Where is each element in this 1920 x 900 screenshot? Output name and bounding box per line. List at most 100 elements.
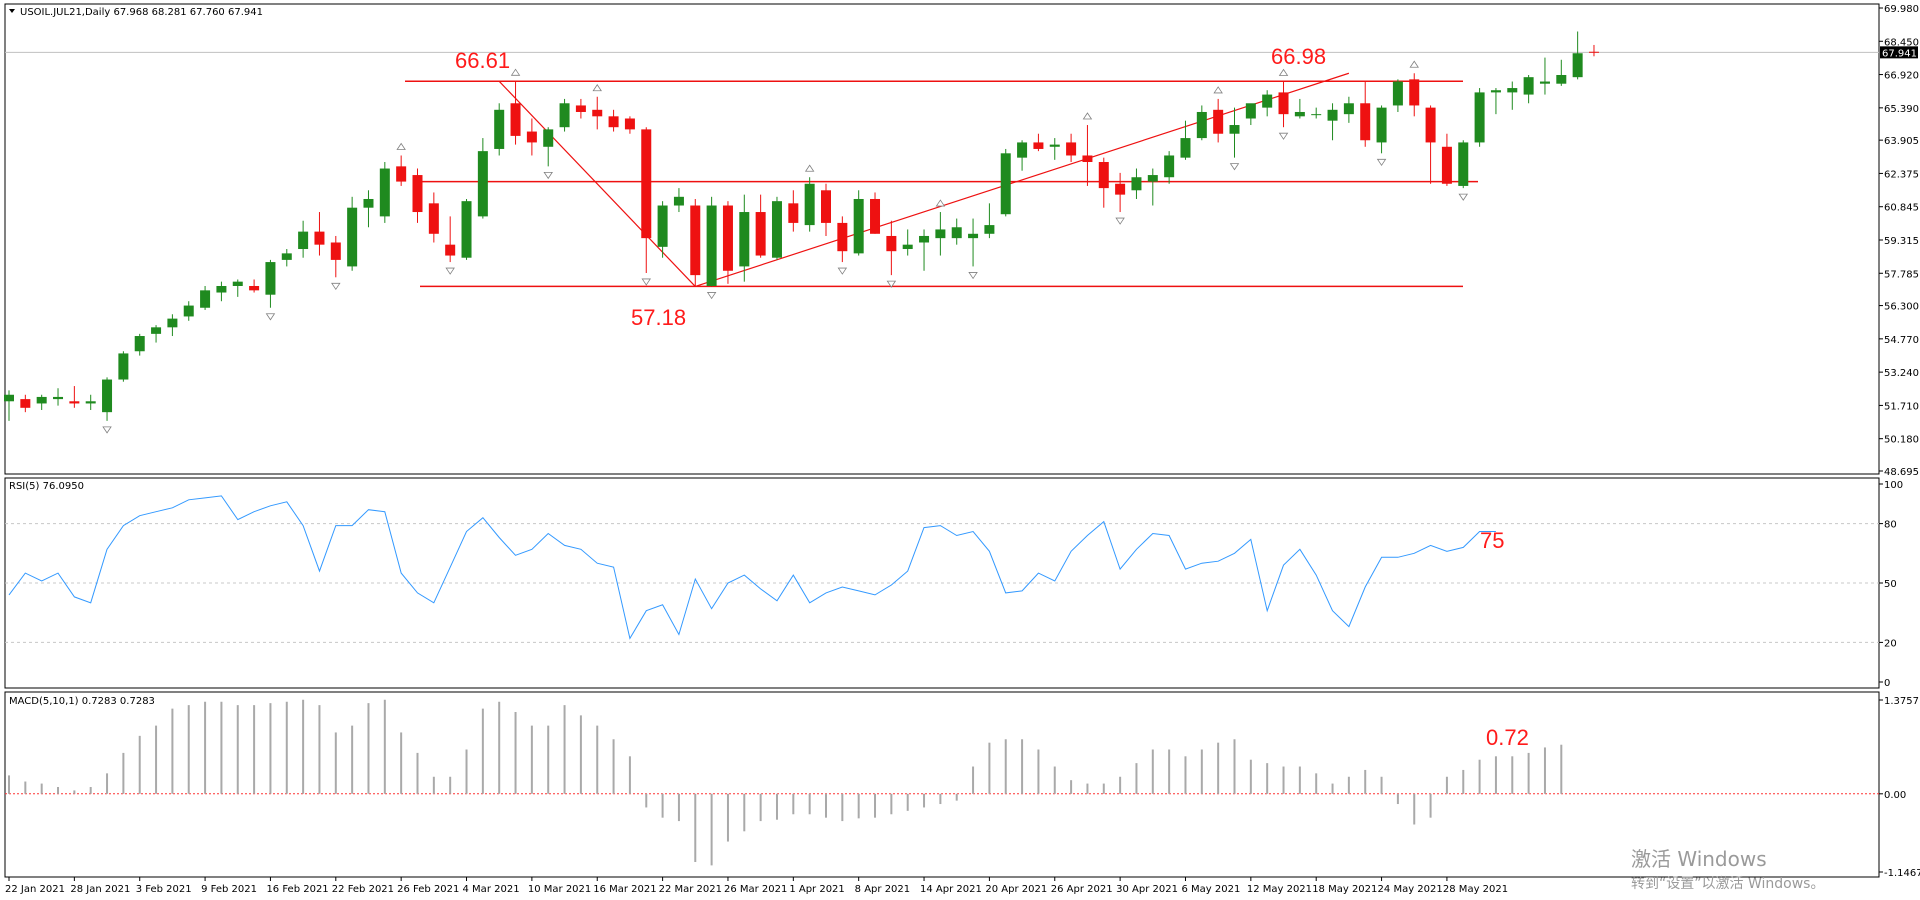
- candle-body: [1343, 103, 1354, 115]
- date-axis-label: 24 May 2021: [1378, 884, 1443, 895]
- candle-body: [1490, 90, 1501, 93]
- candle-body: [265, 262, 276, 295]
- rsi-line: [8, 495, 1496, 640]
- candle-body: [706, 205, 717, 286]
- candle-body: [1588, 51, 1599, 53]
- candle-body: [1474, 92, 1485, 143]
- rsi-panel-title: RSI(5) 76.0950: [9, 481, 84, 492]
- candle-body: [1000, 153, 1011, 215]
- price-axis-label: 48.695: [1884, 467, 1919, 478]
- price-axis-label: 50.180: [1884, 435, 1919, 446]
- candle-body: [1245, 103, 1256, 119]
- levels-layer: [405, 72, 1478, 288]
- fractal-up-arrow: [1409, 60, 1419, 68]
- candle-body: [902, 244, 913, 250]
- date-axis-label: 12 May 2021: [1247, 884, 1312, 895]
- candle-body: [1164, 155, 1175, 178]
- candle-body: [1376, 107, 1387, 143]
- rsi-axis-label: 80: [1884, 520, 1897, 531]
- candle-body: [477, 151, 488, 217]
- date-axis-label: 22 Jan 2021: [5, 884, 65, 895]
- annotation-low: 57.18: [631, 305, 686, 330]
- candle-body: [804, 183, 815, 226]
- candles-layer: [4, 31, 1599, 421]
- candle-body: [1033, 142, 1044, 149]
- fractal-down-arrow: [543, 171, 553, 180]
- candle-body: [739, 212, 750, 267]
- candle-body: [183, 305, 194, 317]
- date-axis-label: 8 Apr 2021: [855, 884, 910, 895]
- candle-body: [1131, 177, 1142, 191]
- candle-body: [1278, 92, 1289, 115]
- annotation-macd-value: 0.72: [1486, 725, 1529, 750]
- macd-axis-label: 0.00: [1884, 790, 1906, 801]
- fractal-down-arrow: [837, 267, 848, 275]
- candle-body: [1409, 79, 1420, 106]
- date-axis-label: 10 Mar 2021: [528, 884, 591, 895]
- date-axis-label: 26 Feb 2021: [397, 884, 459, 895]
- trendline: [695, 72, 1350, 288]
- candle-body: [1049, 144, 1060, 147]
- fractal-up-arrow: [935, 199, 946, 207]
- annotation-high-right: 66.98: [1271, 44, 1326, 69]
- candle-body: [1294, 111, 1305, 117]
- candle-body: [1196, 111, 1207, 139]
- activation-watermark-subtitle: 转到“设置”以激活 Windows。: [1631, 875, 1824, 892]
- macd-axis-label: 1.3757: [1884, 696, 1919, 707]
- candle-body: [1098, 162, 1109, 189]
- current-price-label: 67.941: [1882, 48, 1917, 59]
- grid-layer: [5, 51, 1879, 795]
- rsi-axis-label: 100: [1884, 480, 1903, 491]
- candle-body: [134, 336, 145, 352]
- candle-body: [1327, 109, 1338, 121]
- candle-body: [412, 175, 423, 213]
- annotation-high-left: 66.61: [455, 48, 510, 73]
- candle-body: [216, 285, 227, 293]
- candle-body: [1147, 175, 1158, 182]
- candle-body: [641, 129, 652, 239]
- macd-panel-title: MACD(5,10,1) 0.7283 0.7283: [9, 696, 155, 707]
- candle-body: [1115, 183, 1126, 195]
- price-axis-label: 53.240: [1884, 368, 1919, 379]
- candle-body: [690, 205, 701, 276]
- rsi-axis-label: 0: [1884, 678, 1890, 689]
- candle-body: [984, 225, 995, 234]
- candle-body: [53, 396, 64, 400]
- candle-body: [1572, 53, 1583, 78]
- fractal-down-arrow: [968, 272, 978, 280]
- candle-body: [1082, 155, 1093, 163]
- price-axis-label: 66.920: [1884, 71, 1919, 82]
- candle-body: [592, 109, 603, 117]
- annotation-rsi-value: 75: [1480, 528, 1504, 553]
- fractal-down-arrow: [331, 282, 341, 291]
- candle-body: [363, 198, 374, 208]
- candle-body: [1180, 138, 1191, 158]
- date-axis-label: 1 Apr 2021: [789, 884, 844, 895]
- candle-body: [821, 190, 831, 223]
- triangle-down-icon[interactable]: [9, 9, 15, 13]
- candle-body: [1392, 81, 1403, 106]
- date-axis-label: 28 May 2021: [1443, 884, 1508, 895]
- fractal-down-arrow: [445, 267, 455, 275]
- date-axis-label: 3 Feb 2021: [136, 884, 192, 895]
- date-axis-label: 30 Apr 2021: [1116, 884, 1178, 895]
- candle-body: [837, 222, 848, 252]
- candle-body: [1360, 103, 1371, 141]
- candle-body: [298, 231, 309, 250]
- candle-body: [608, 116, 619, 128]
- candle-body: [853, 198, 864, 254]
- candle-body: [396, 166, 407, 182]
- candle-body: [461, 201, 472, 258]
- price-axis-label: 54.770: [1884, 335, 1919, 346]
- fractal-down-arrow: [1458, 193, 1469, 201]
- main-panel-title: USOIL.JUL21,Daily 67.968 68.281 67.760 6…: [20, 7, 263, 18]
- candle-body: [4, 394, 14, 402]
- price-axis-label: 60.845: [1884, 203, 1919, 214]
- fractal-down-arrow: [706, 292, 717, 300]
- main-panel-frame: [4, 3, 1880, 475]
- fractal-up-arrow: [1082, 112, 1093, 120]
- fractal-down-arrow: [265, 313, 276, 321]
- macd-layer: [8, 699, 1563, 866]
